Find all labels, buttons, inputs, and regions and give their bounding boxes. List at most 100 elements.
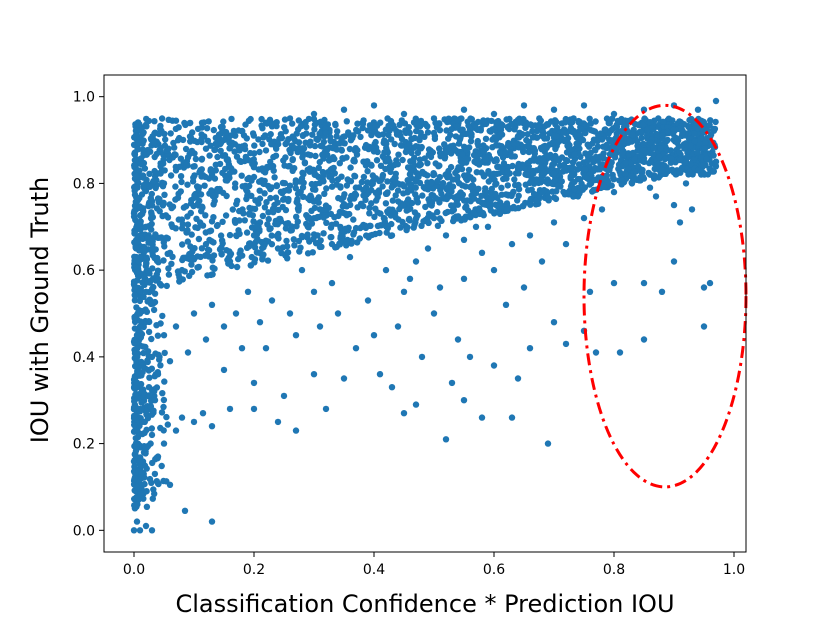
scatter-point: [171, 144, 178, 151]
scatter-point: [176, 274, 183, 281]
scatter-point: [332, 120, 339, 128]
scatter-point: [299, 169, 306, 176]
scatter-point: [670, 130, 677, 138]
scatter-point: [284, 249, 291, 256]
scatter-point: [608, 159, 615, 166]
scatter-point: [290, 135, 298, 143]
scatter-point: [160, 180, 168, 187]
scatter-point: [137, 323, 144, 331]
scatter-point: [328, 221, 336, 228]
scatter-point: [446, 172, 453, 180]
scatter-point: [183, 161, 190, 169]
scatter-point: [172, 427, 180, 434]
scatter-point: [529, 127, 536, 135]
scatter-point: [232, 180, 239, 187]
scatter-point: [304, 250, 312, 257]
scatter-point: [372, 205, 379, 212]
scatter-point: [189, 255, 196, 262]
scatter-point: [412, 401, 420, 408]
scatter-point: [206, 228, 213, 235]
scatter-point: [142, 444, 150, 452]
scatter-point: [133, 442, 140, 449]
scatter-point: [382, 126, 390, 133]
scatter-point: [688, 115, 695, 123]
scatter-point: [251, 142, 258, 149]
scatter-point: [459, 150, 466, 158]
scatter-point: [246, 211, 253, 218]
scatter-point: [424, 129, 432, 136]
scatter-point: [434, 208, 441, 216]
scatter-point: [142, 223, 150, 230]
scatter-point: [352, 184, 360, 191]
scatter-point: [262, 345, 270, 352]
scatter-point: [281, 162, 288, 169]
scatter-point: [143, 254, 150, 261]
scatter-point: [400, 190, 407, 197]
scatter-point: [478, 192, 485, 199]
scatter-point: [251, 242, 258, 249]
scatter-point: [399, 156, 406, 164]
scatter-point: [202, 240, 210, 248]
scatter-point: [551, 194, 558, 201]
scatter-point: [644, 126, 651, 134]
scatter-point: [580, 102, 588, 109]
scatter-point: [526, 138, 533, 146]
scatter-point: [610, 188, 618, 196]
scatter-point: [491, 126, 498, 133]
scatter-point: [156, 356, 163, 363]
scatter-point: [295, 139, 303, 146]
scatter-point: [140, 243, 148, 251]
scatter-point: [500, 160, 508, 167]
scatter-point: [425, 196, 432, 203]
scatter-point: [327, 166, 334, 174]
scatter-point: [607, 138, 615, 145]
scatter-point: [146, 374, 153, 381]
scatter-point: [217, 130, 225, 137]
scatter-point: [498, 143, 505, 150]
scatter-point: [525, 159, 532, 166]
scatter-point: [480, 200, 487, 208]
scatter-point: [287, 149, 294, 157]
scatter-point: [370, 332, 378, 339]
scatter-point: [166, 358, 174, 365]
scatter-point: [133, 383, 140, 391]
scatter-point: [373, 157, 381, 164]
scatter-point: [676, 168, 684, 175]
scatter-point: [394, 323, 402, 330]
scatter-point: [158, 409, 166, 416]
scatter-point: [214, 153, 221, 161]
scatter-point: [425, 146, 433, 153]
scatter-point: [188, 261, 195, 268]
scatter-point: [238, 345, 246, 352]
scatter-point: [262, 119, 270, 126]
scatter-point: [220, 323, 228, 330]
scatter-point: [276, 215, 283, 223]
scatter-point: [649, 124, 656, 132]
scatter-point: [379, 174, 386, 181]
scatter-point: [502, 301, 510, 308]
scatter-point: [233, 153, 241, 160]
scatter-point: [563, 189, 570, 197]
scatter-point: [131, 474, 138, 482]
scatter-point: [417, 145, 425, 152]
scatter-point: [250, 405, 258, 413]
scatter-point: [151, 388, 158, 395]
scatter-point: [549, 161, 556, 168]
scatter-point: [553, 132, 560, 140]
scatter-point: [639, 166, 646, 174]
scatter-point: [250, 379, 258, 387]
scatter-point: [261, 190, 268, 197]
scatter-point: [343, 182, 351, 189]
scatter-point: [614, 145, 621, 153]
scatter-point: [166, 249, 174, 256]
scatter-point: [406, 140, 413, 148]
scatter-point: [691, 138, 698, 145]
scatter-point: [194, 224, 201, 232]
scatter-point: [300, 193, 307, 200]
scatter-point: [318, 243, 325, 250]
scatter-point: [163, 234, 170, 241]
scatter-point: [156, 208, 163, 215]
scatter-point: [315, 164, 322, 171]
scatter-point: [370, 148, 378, 155]
scatter-point: [343, 154, 350, 161]
